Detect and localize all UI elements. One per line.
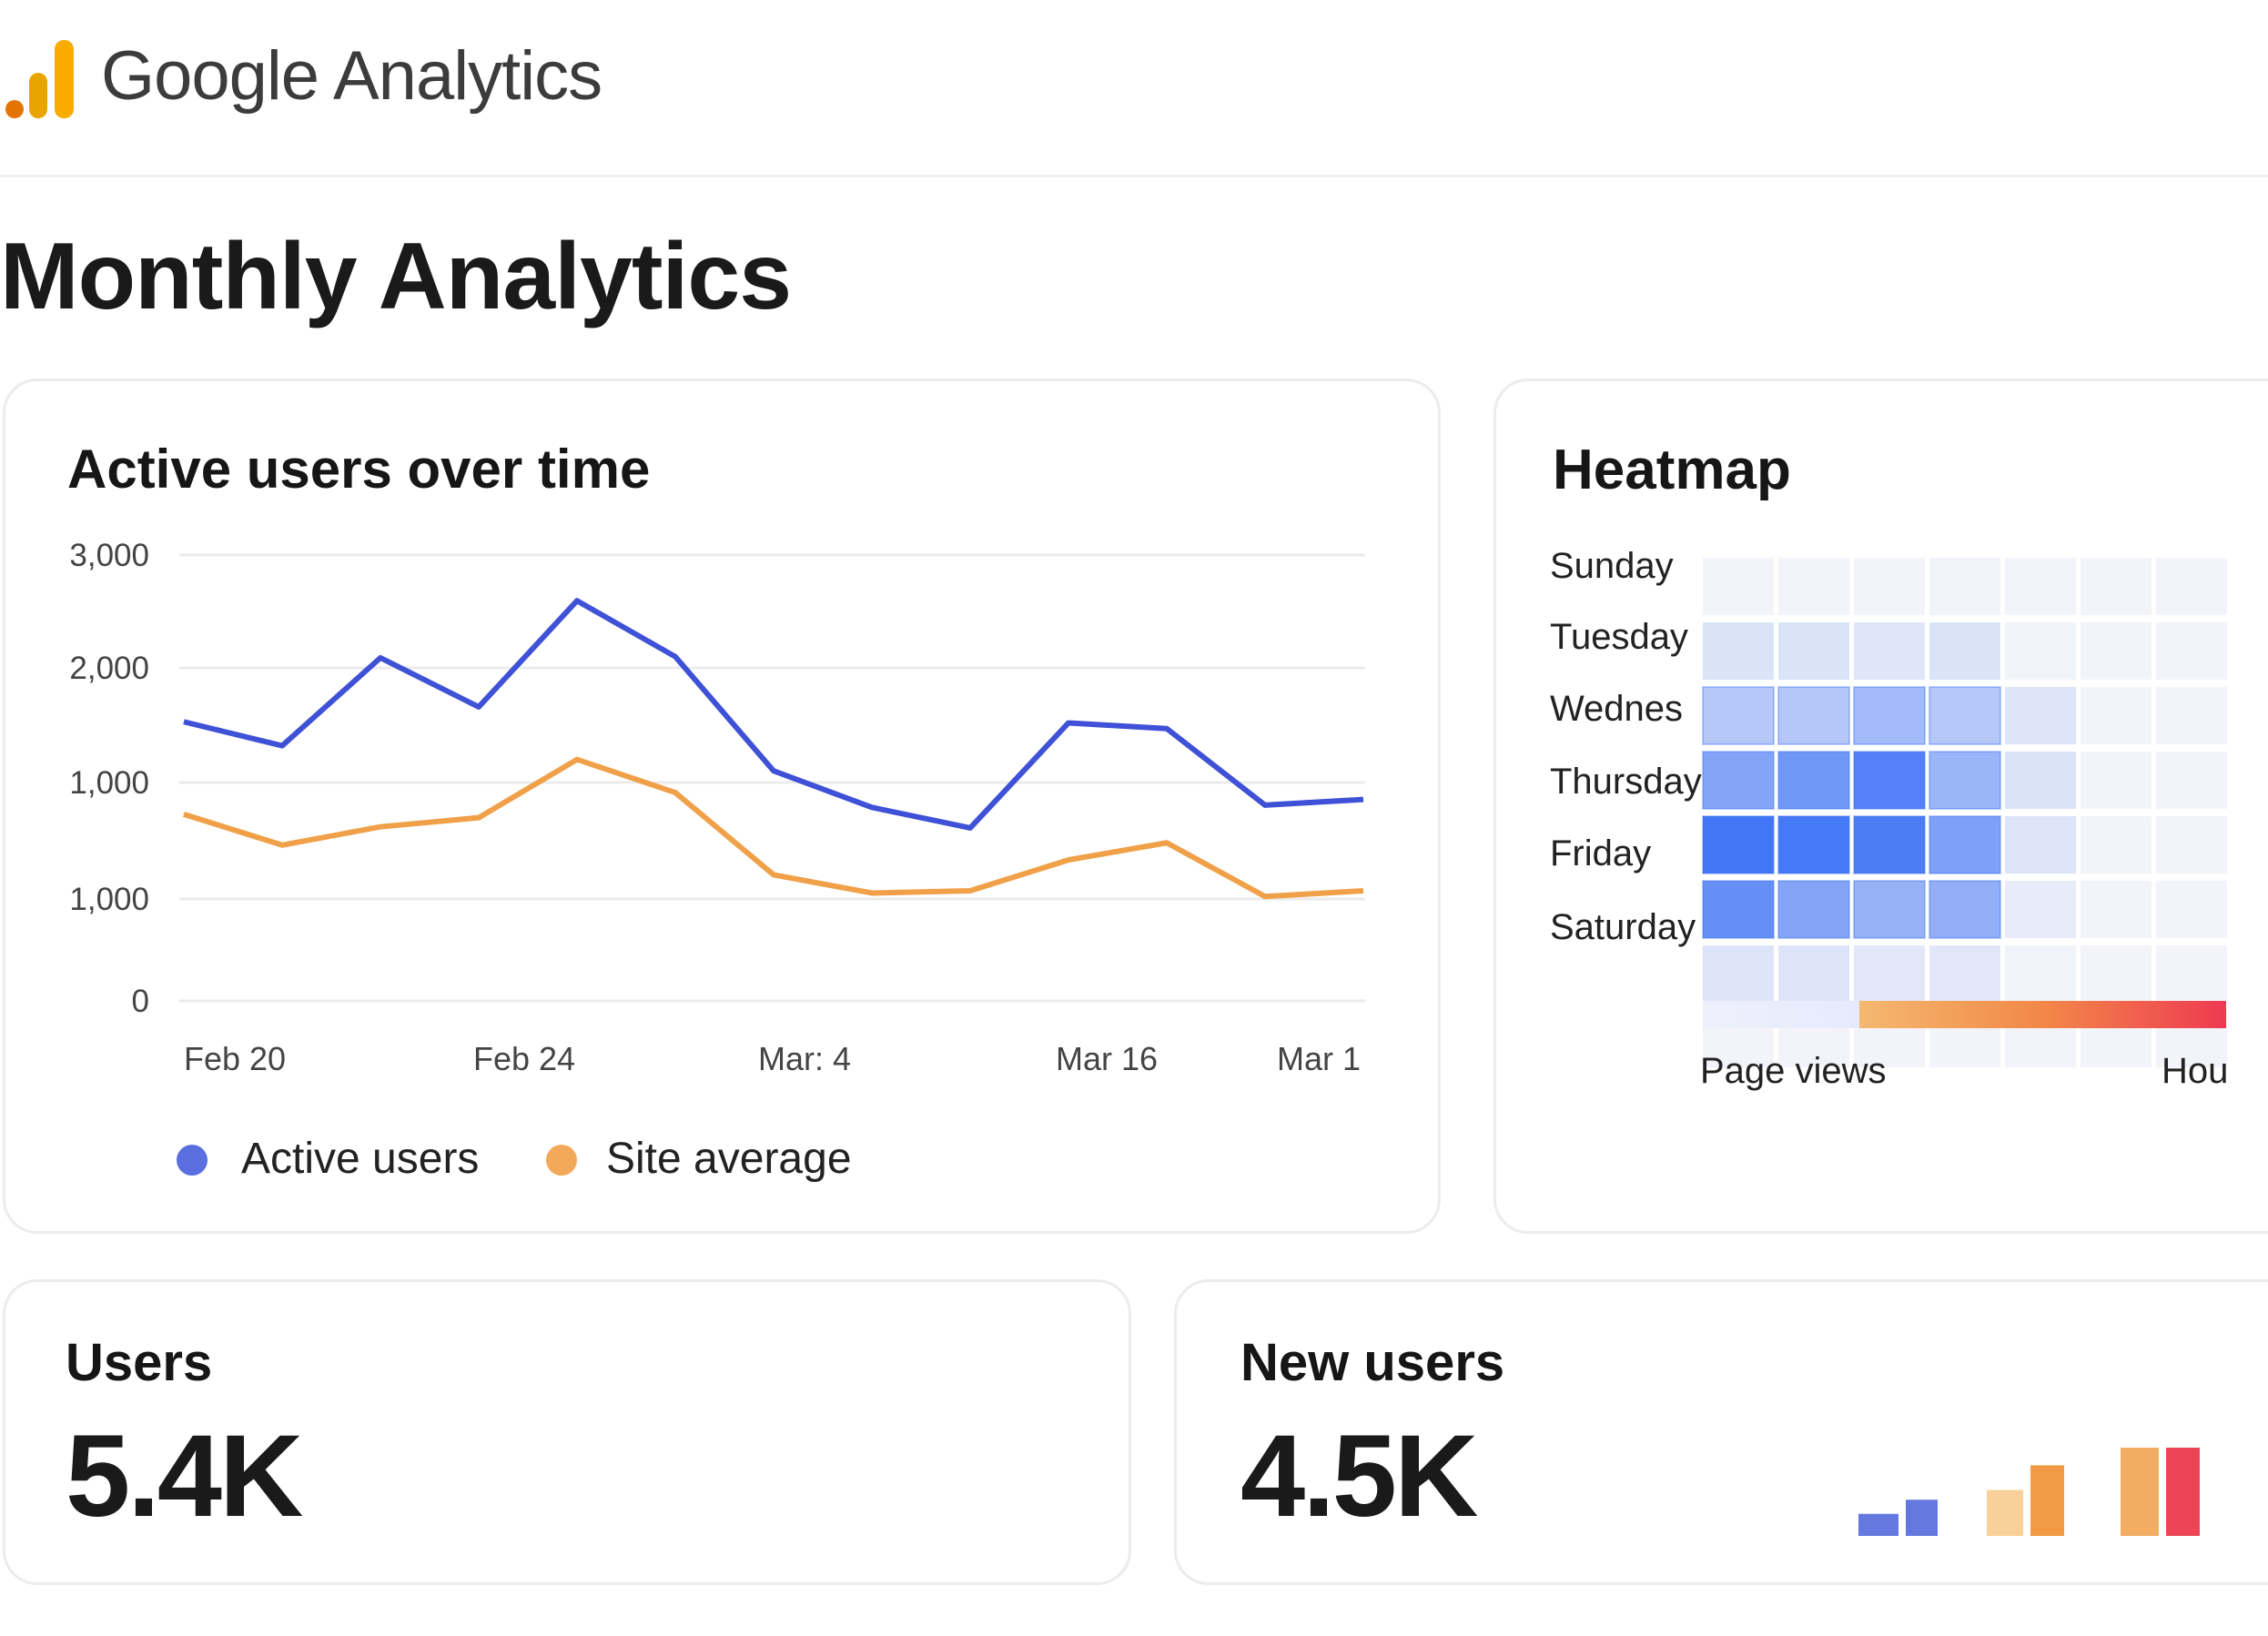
heatmap-cell	[1777, 686, 1850, 745]
active-users-line-chart: 3,000 2,000 1,000 1,000 0 Feb 20 Feb 24 Mar: 4 M…	[69, 538, 1365, 1077]
heatmap-cell	[1777, 880, 1850, 939]
scale-label-page-views: Page views	[1700, 1051, 1887, 1091]
heatmap-cell	[1854, 558, 1925, 615]
heatmap-cell	[1702, 815, 1775, 874]
heatmap-grid	[1702, 558, 2227, 1067]
x-tick-label: Feb 24	[473, 1040, 575, 1077]
heatmap-cell	[2081, 816, 2152, 874]
heatmap-cell	[2156, 945, 2227, 1003]
active-users-card: Active users over time	[3, 379, 1441, 1234]
google-analytics-bars-icon	[5, 40, 74, 118]
heatmap-color-scale	[1703, 1001, 2226, 1028]
new-users-value: 4.5K	[1240, 1411, 1478, 1541]
heatmap-cell	[1929, 751, 2001, 810]
series-line-site-average	[183, 756, 1364, 900]
heatmap-cell	[2156, 622, 2227, 680]
card-title: New users	[1240, 1333, 1505, 1392]
y-tick-label: 1,000	[69, 765, 149, 801]
heatmap-cell	[1853, 880, 1926, 939]
heatmap-cell	[2081, 945, 2152, 1003]
heatmap-cell	[1777, 751, 1850, 810]
legend-dot-site-average	[546, 1145, 577, 1176]
card-title: Active users over time	[67, 439, 651, 500]
heatmap-cell	[2156, 752, 2227, 809]
heatmap-cell	[2005, 558, 2076, 615]
heatmap-cell	[1777, 815, 1850, 874]
legend-dot-active-users	[177, 1145, 208, 1176]
mini-bar	[1987, 1490, 2023, 1536]
heatmap-cell	[1854, 945, 1925, 1003]
heatmap-cell	[2156, 687, 2227, 744]
heatmap-row-label: Sunday	[1550, 546, 1674, 586]
legend-label-active-users: Active users	[241, 1135, 480, 1183]
y-tick-label: 3,000	[69, 538, 149, 573]
x-tick-label: Mar 1	[1277, 1040, 1361, 1077]
heatmap-row-label: Tuesday	[1550, 617, 1688, 657]
mini-bar	[1858, 1513, 1898, 1536]
heatmap-cell	[2005, 687, 2076, 744]
new-users-mini-bar-chart	[1858, 1448, 2200, 1536]
page-title: Monthly Analytics	[0, 224, 792, 329]
heatmap-cell	[2081, 881, 2152, 938]
heatmap-row-label: Wednes	[1550, 689, 1684, 729]
heatmap-cell	[2156, 558, 2227, 615]
legend-label-site-average: Site average	[606, 1135, 852, 1183]
heatmap-cell	[2081, 622, 2152, 680]
heatmap-cell	[1703, 558, 1774, 615]
heatmap-cell	[2081, 752, 2152, 809]
scale-high-segment	[1859, 1001, 2226, 1028]
users-card: Users 5.4K	[3, 1279, 1131, 1585]
heatmap-cell	[1702, 880, 1775, 939]
header-divider	[0, 175, 2268, 177]
heatmap-cell	[1702, 751, 1775, 810]
heatmap-row-label: Friday	[1550, 833, 1652, 874]
heatmap-cell	[2156, 816, 2227, 874]
heatmap-cell	[1853, 815, 1926, 874]
heatmap-cell	[1853, 686, 1926, 745]
heatmap-cell	[1929, 880, 2001, 939]
mini-bar	[2166, 1448, 2200, 1536]
heatmap-cell	[1929, 558, 2000, 615]
card-title: Users	[66, 1333, 213, 1392]
heatmap-cell	[1703, 622, 1774, 680]
heatmap-cell	[1703, 945, 1774, 1003]
heatmap-cell	[2005, 622, 2076, 680]
y-tick-label: 2,000	[69, 651, 149, 686]
heatmap-cell	[1854, 622, 1925, 680]
heatmap-cell	[1853, 751, 1926, 810]
users-value: 5.4K	[66, 1411, 303, 1541]
mini-bar	[2121, 1448, 2159, 1536]
card-title: Heatmap	[1553, 439, 1791, 501]
heatmap-cell	[2005, 945, 2076, 1003]
heatmap-cell	[2005, 816, 2076, 874]
heatmap-cell	[1778, 558, 1849, 615]
heatmap-row-label: Thursday	[1550, 762, 1702, 802]
heatmap-cell	[2081, 558, 2152, 615]
series-line-active-users	[183, 598, 1364, 831]
x-tick-label: Feb 20	[184, 1040, 286, 1077]
heatmap-cell	[2156, 881, 2227, 938]
heatmap-cell	[1929, 815, 2001, 874]
scale-label-hours: Hou	[2162, 1051, 2229, 1091]
heatmap-cell	[1929, 945, 2000, 1003]
heatmap-cell	[1702, 686, 1775, 745]
heatmap-row-label: Saturday	[1550, 907, 1696, 947]
brand-name[interactable]: Google Analytics	[101, 37, 602, 115]
heatmap-cell	[1778, 945, 1849, 1003]
y-tick-label: 1,000	[69, 882, 149, 917]
heatmap-cell	[2081, 687, 2152, 744]
heatmap-cell	[1929, 686, 2001, 745]
heatmap-cell	[1929, 622, 2000, 680]
heatmap-cell	[1778, 622, 1849, 680]
scale-low-segment	[1703, 1001, 1859, 1028]
mini-bar	[1906, 1500, 1938, 1536]
heatmap-cell	[2005, 752, 2076, 809]
new-users-card: New users 4.5K	[1174, 1279, 2268, 1585]
heatmap-cell	[2005, 881, 2076, 938]
mini-bar	[2030, 1465, 2064, 1536]
header: Google Analytics	[0, 0, 2268, 175]
x-tick-label: Mar 16	[1056, 1040, 1158, 1077]
x-tick-label: Mar: 4	[758, 1040, 851, 1077]
y-tick-label: 0	[132, 984, 149, 1019]
